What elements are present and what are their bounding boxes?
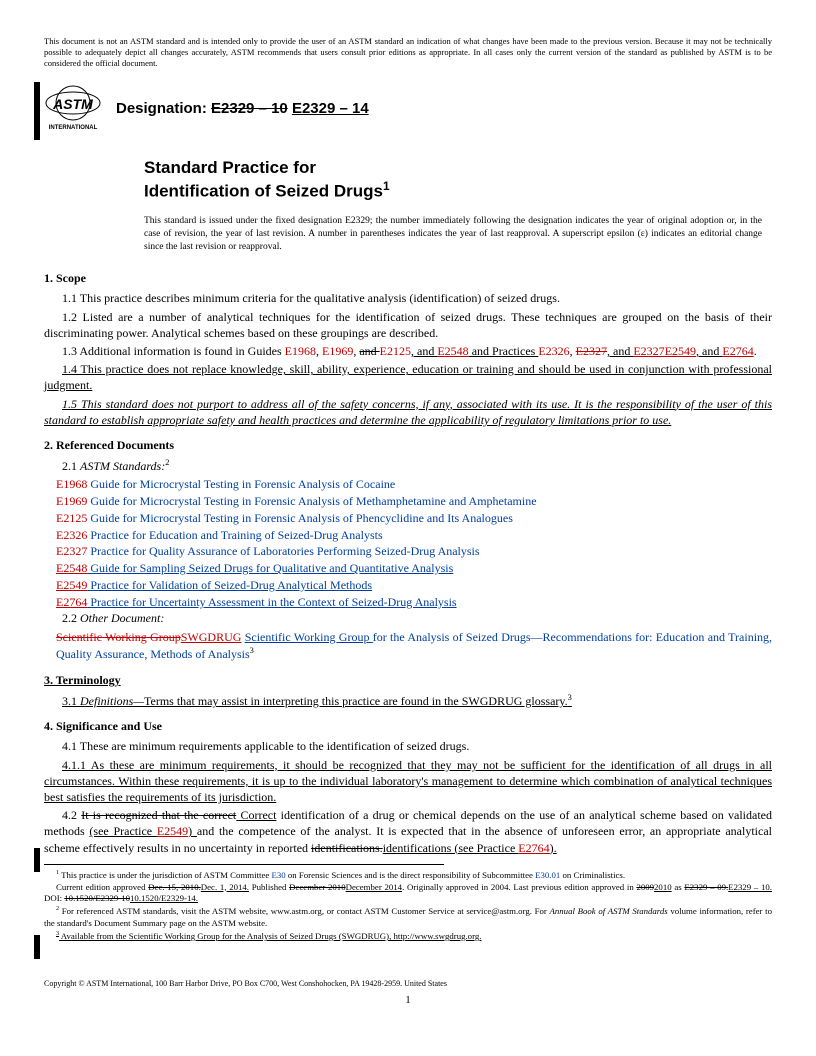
- para-2-2: 2.2 Other Document:: [44, 610, 772, 626]
- change-bar: [34, 848, 40, 872]
- header-row: ASTM INTERNATIONAL Designation: E2329 – …: [44, 79, 772, 137]
- change-bar: [34, 935, 40, 959]
- disclaimer-text: This document is not an ASTM standard an…: [44, 36, 772, 69]
- para-1-3: 1.3 Additional information is found in G…: [44, 343, 772, 359]
- astm-logo: ASTM INTERNATIONAL: [44, 79, 102, 137]
- section-2-head: 2. Referenced Documents: [44, 438, 772, 453]
- para-1-5: 1.5 This standard does not purport to ad…: [44, 396, 772, 428]
- copyright: Copyright © ASTM International, 100 Barr…: [44, 979, 772, 988]
- references-list: E1968 Guide for Microcrystal Testing in …: [44, 476, 772, 610]
- para-1-4: 1.4 This practice does not replace knowl…: [44, 361, 772, 393]
- reference-item: E2327 Practice for Quality Assurance of …: [56, 543, 772, 560]
- section-4-head: 4. Significance and Use: [44, 719, 772, 734]
- change-bar: [34, 82, 40, 140]
- page-number: 1: [44, 994, 772, 1006]
- title-block: Standard Practice for Identification of …: [144, 157, 772, 203]
- para-4-1: 4.1 These are minimum requirements appli…: [44, 738, 772, 754]
- footnote-1: 1 This practice is under the jurisdictio…: [44, 869, 772, 882]
- reference-item: E1968 Guide for Microcrystal Testing in …: [56, 476, 772, 493]
- para-3-1: 3.1 Definitions—Terms that may assist in…: [44, 692, 772, 709]
- para-4-1-1: 4.1.1 As these are minimum requirements,…: [44, 757, 772, 806]
- footnote-3: 3 Available from the Scientific Working …: [44, 930, 772, 943]
- doc-title: Standard Practice for Identification of …: [144, 157, 772, 203]
- footnotes: 1 This practice is under the jurisdictio…: [44, 869, 772, 943]
- standard-note: This standard is issued under the fixed …: [144, 215, 772, 253]
- reference-item: E1969 Guide for Microcrystal Testing in …: [56, 493, 772, 510]
- section-1-head: 1. Scope: [44, 271, 772, 286]
- designation-label: Designation:: [116, 100, 211, 117]
- designation: Designation: E2329 – 10 E2329 – 14: [116, 100, 369, 117]
- svg-text:INTERNATIONAL: INTERNATIONAL: [49, 125, 98, 131]
- footnote-1b: Current edition approved Dec. 15, 2010.D…: [44, 882, 772, 906]
- title-sup: 1: [383, 179, 390, 193]
- reference-item: E2548 Guide for Sampling Seized Drugs fo…: [56, 560, 772, 577]
- para-4-2: 4.2 It is recognized that the correct Co…: [44, 807, 772, 856]
- title-line1: Standard Practice for: [144, 158, 316, 177]
- reference-item: E2125 Guide for Microcrystal Testing in …: [56, 510, 772, 527]
- section-3-head: 3. Terminology: [44, 673, 772, 688]
- title-line2: Identification of Seized Drugs: [144, 182, 383, 201]
- designation-new: E2329 – 14: [292, 100, 369, 117]
- other-doc-line: Scientific Working GroupSWGDRUG Scientif…: [56, 629, 772, 664]
- para-1-2: 1.2 Listed are a number of analytical te…: [44, 309, 772, 341]
- document-page: This document is not an ASTM standard an…: [0, 0, 816, 1036]
- para-1-1: 1.1 This practice describes minimum crit…: [44, 290, 772, 306]
- reference-item: E2764 Practice for Uncertainty Assessmen…: [56, 594, 772, 611]
- footnote-2: 2 For referenced ASTM standards, visit t…: [44, 905, 772, 930]
- reference-item: E2549 Practice for Validation of Seized-…: [56, 577, 772, 594]
- para-2-1: 2.1 ASTM Standards:2: [44, 457, 772, 474]
- designation-old: E2329 – 10: [211, 100, 288, 117]
- svg-text:ASTM: ASTM: [52, 96, 93, 112]
- reference-item: E2326 Practice for Education and Trainin…: [56, 527, 772, 544]
